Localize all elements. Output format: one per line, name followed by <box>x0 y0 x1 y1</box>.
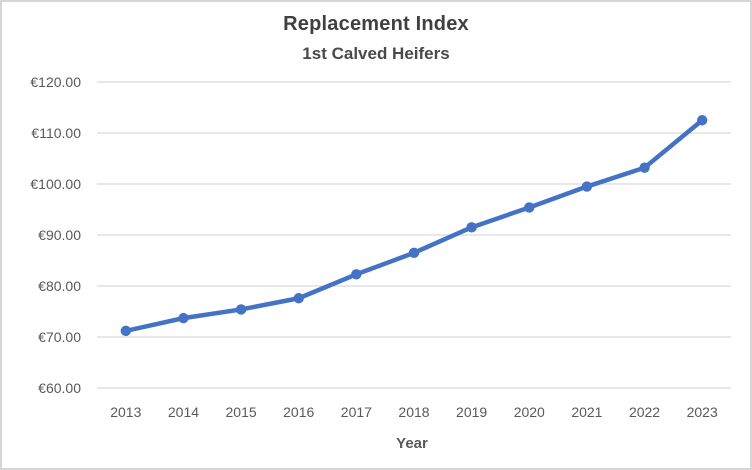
y-tick-label: €110.00 <box>31 125 81 141</box>
data-point-marker <box>466 222 477 233</box>
data-point-marker <box>524 202 535 213</box>
data-point-marker <box>639 162 650 173</box>
y-tick-label: €100.00 <box>30 176 81 192</box>
x-tick-label: 2020 <box>514 404 545 420</box>
gridlines <box>97 81 731 389</box>
x-tick-label: 2014 <box>168 404 199 420</box>
data-series-markers <box>120 115 708 337</box>
data-point-marker <box>351 269 362 280</box>
y-tick-label: €120.00 <box>30 74 81 90</box>
data-point-marker <box>408 247 420 259</box>
data-point-marker <box>696 115 708 126</box>
x-tick-label: 2021 <box>571 404 602 420</box>
x-axis-title: Year <box>396 435 428 452</box>
y-tick-label: €90.00 <box>38 227 81 243</box>
data-point-marker <box>178 312 189 324</box>
x-tick-label: 2023 <box>687 404 718 420</box>
x-tick-label: 2017 <box>341 404 372 420</box>
y-tick-label: €80.00 <box>38 278 81 294</box>
x-tick-label: 2022 <box>629 404 660 420</box>
series-line <box>123 118 705 334</box>
data-point-marker <box>581 181 593 192</box>
data-series-line <box>123 118 705 334</box>
x-tick-label: 2015 <box>226 404 257 420</box>
chart-title: Replacement Index <box>283 13 469 35</box>
x-tick-label: 2018 <box>398 404 429 420</box>
chart-subtitle: 1st Calved Heifers <box>302 44 450 63</box>
x-axis-tick-labels: 2013 2014 2015 2016 2017 2018 2019 2020 2021 2022… <box>110 404 718 420</box>
data-point-marker <box>293 293 304 304</box>
y-axis-tick-labels: €120.00 €110.00 €100.00 €90.00 €80.00 €70.00 €… <box>30 74 81 396</box>
y-tick-label: €70.00 <box>38 329 81 345</box>
y-tick-label: €60.00 <box>38 380 81 396</box>
x-tick-label: 2019 <box>456 404 487 420</box>
x-tick-label: 2016 <box>283 404 314 420</box>
x-tick-label: 2013 <box>110 404 141 420</box>
data-point-marker <box>120 325 132 337</box>
data-point-marker <box>235 304 247 315</box>
